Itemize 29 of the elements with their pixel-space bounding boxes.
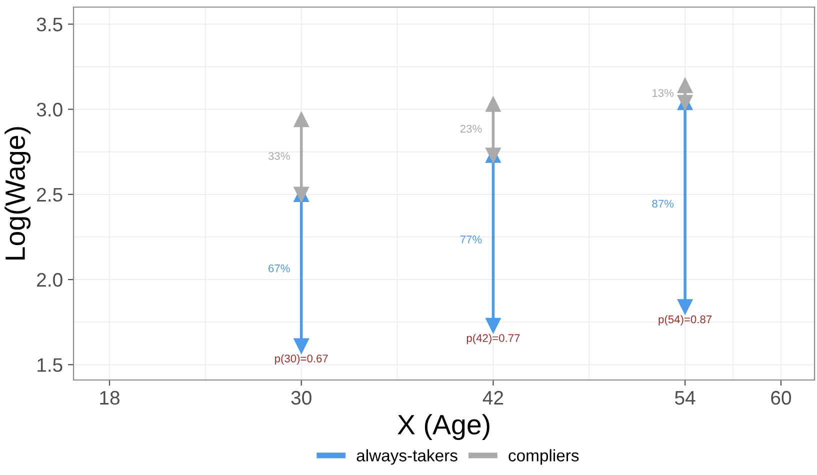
- y-tick-label: 2.0: [37, 273, 62, 287]
- annotation: 77%: [460, 236, 482, 244]
- annotation: 33%: [268, 152, 290, 160]
- x-tick-label: 60: [771, 390, 792, 405]
- annotation: p(30)=0.67: [275, 354, 328, 365]
- annotation: 87%: [652, 200, 674, 208]
- point: [486, 318, 501, 334]
- legend-label: always-takers: [356, 449, 458, 465]
- annotation: p(42)=0.77: [466, 334, 520, 344]
- x-axis-title: X (Age): [398, 414, 490, 440]
- point: [677, 78, 693, 94]
- annotation: p(54)=0.87: [658, 315, 712, 326]
- y-tick-label: 3.0: [36, 102, 62, 117]
- y-tick-label: 2.5: [37, 188, 62, 202]
- point: [294, 112, 309, 128]
- point: [294, 338, 309, 354]
- y-axis-title: Log(Wage): [4, 127, 31, 260]
- y-tick-label: 3.5: [36, 18, 62, 32]
- annotation: 67%: [268, 264, 290, 272]
- x-tick-label: 54: [675, 391, 696, 405]
- x-tick-label: 42: [482, 390, 504, 405]
- x-tick-label: 18: [100, 390, 120, 405]
- point: [677, 299, 693, 314]
- point: [486, 96, 501, 112]
- legend-label: compliers: [508, 449, 579, 465]
- x-tick-label: 30: [291, 390, 312, 405]
- y-tick-label: 1.5: [38, 358, 62, 372]
- annotation: 13%: [652, 89, 674, 97]
- annotation: 23%: [460, 124, 482, 133]
